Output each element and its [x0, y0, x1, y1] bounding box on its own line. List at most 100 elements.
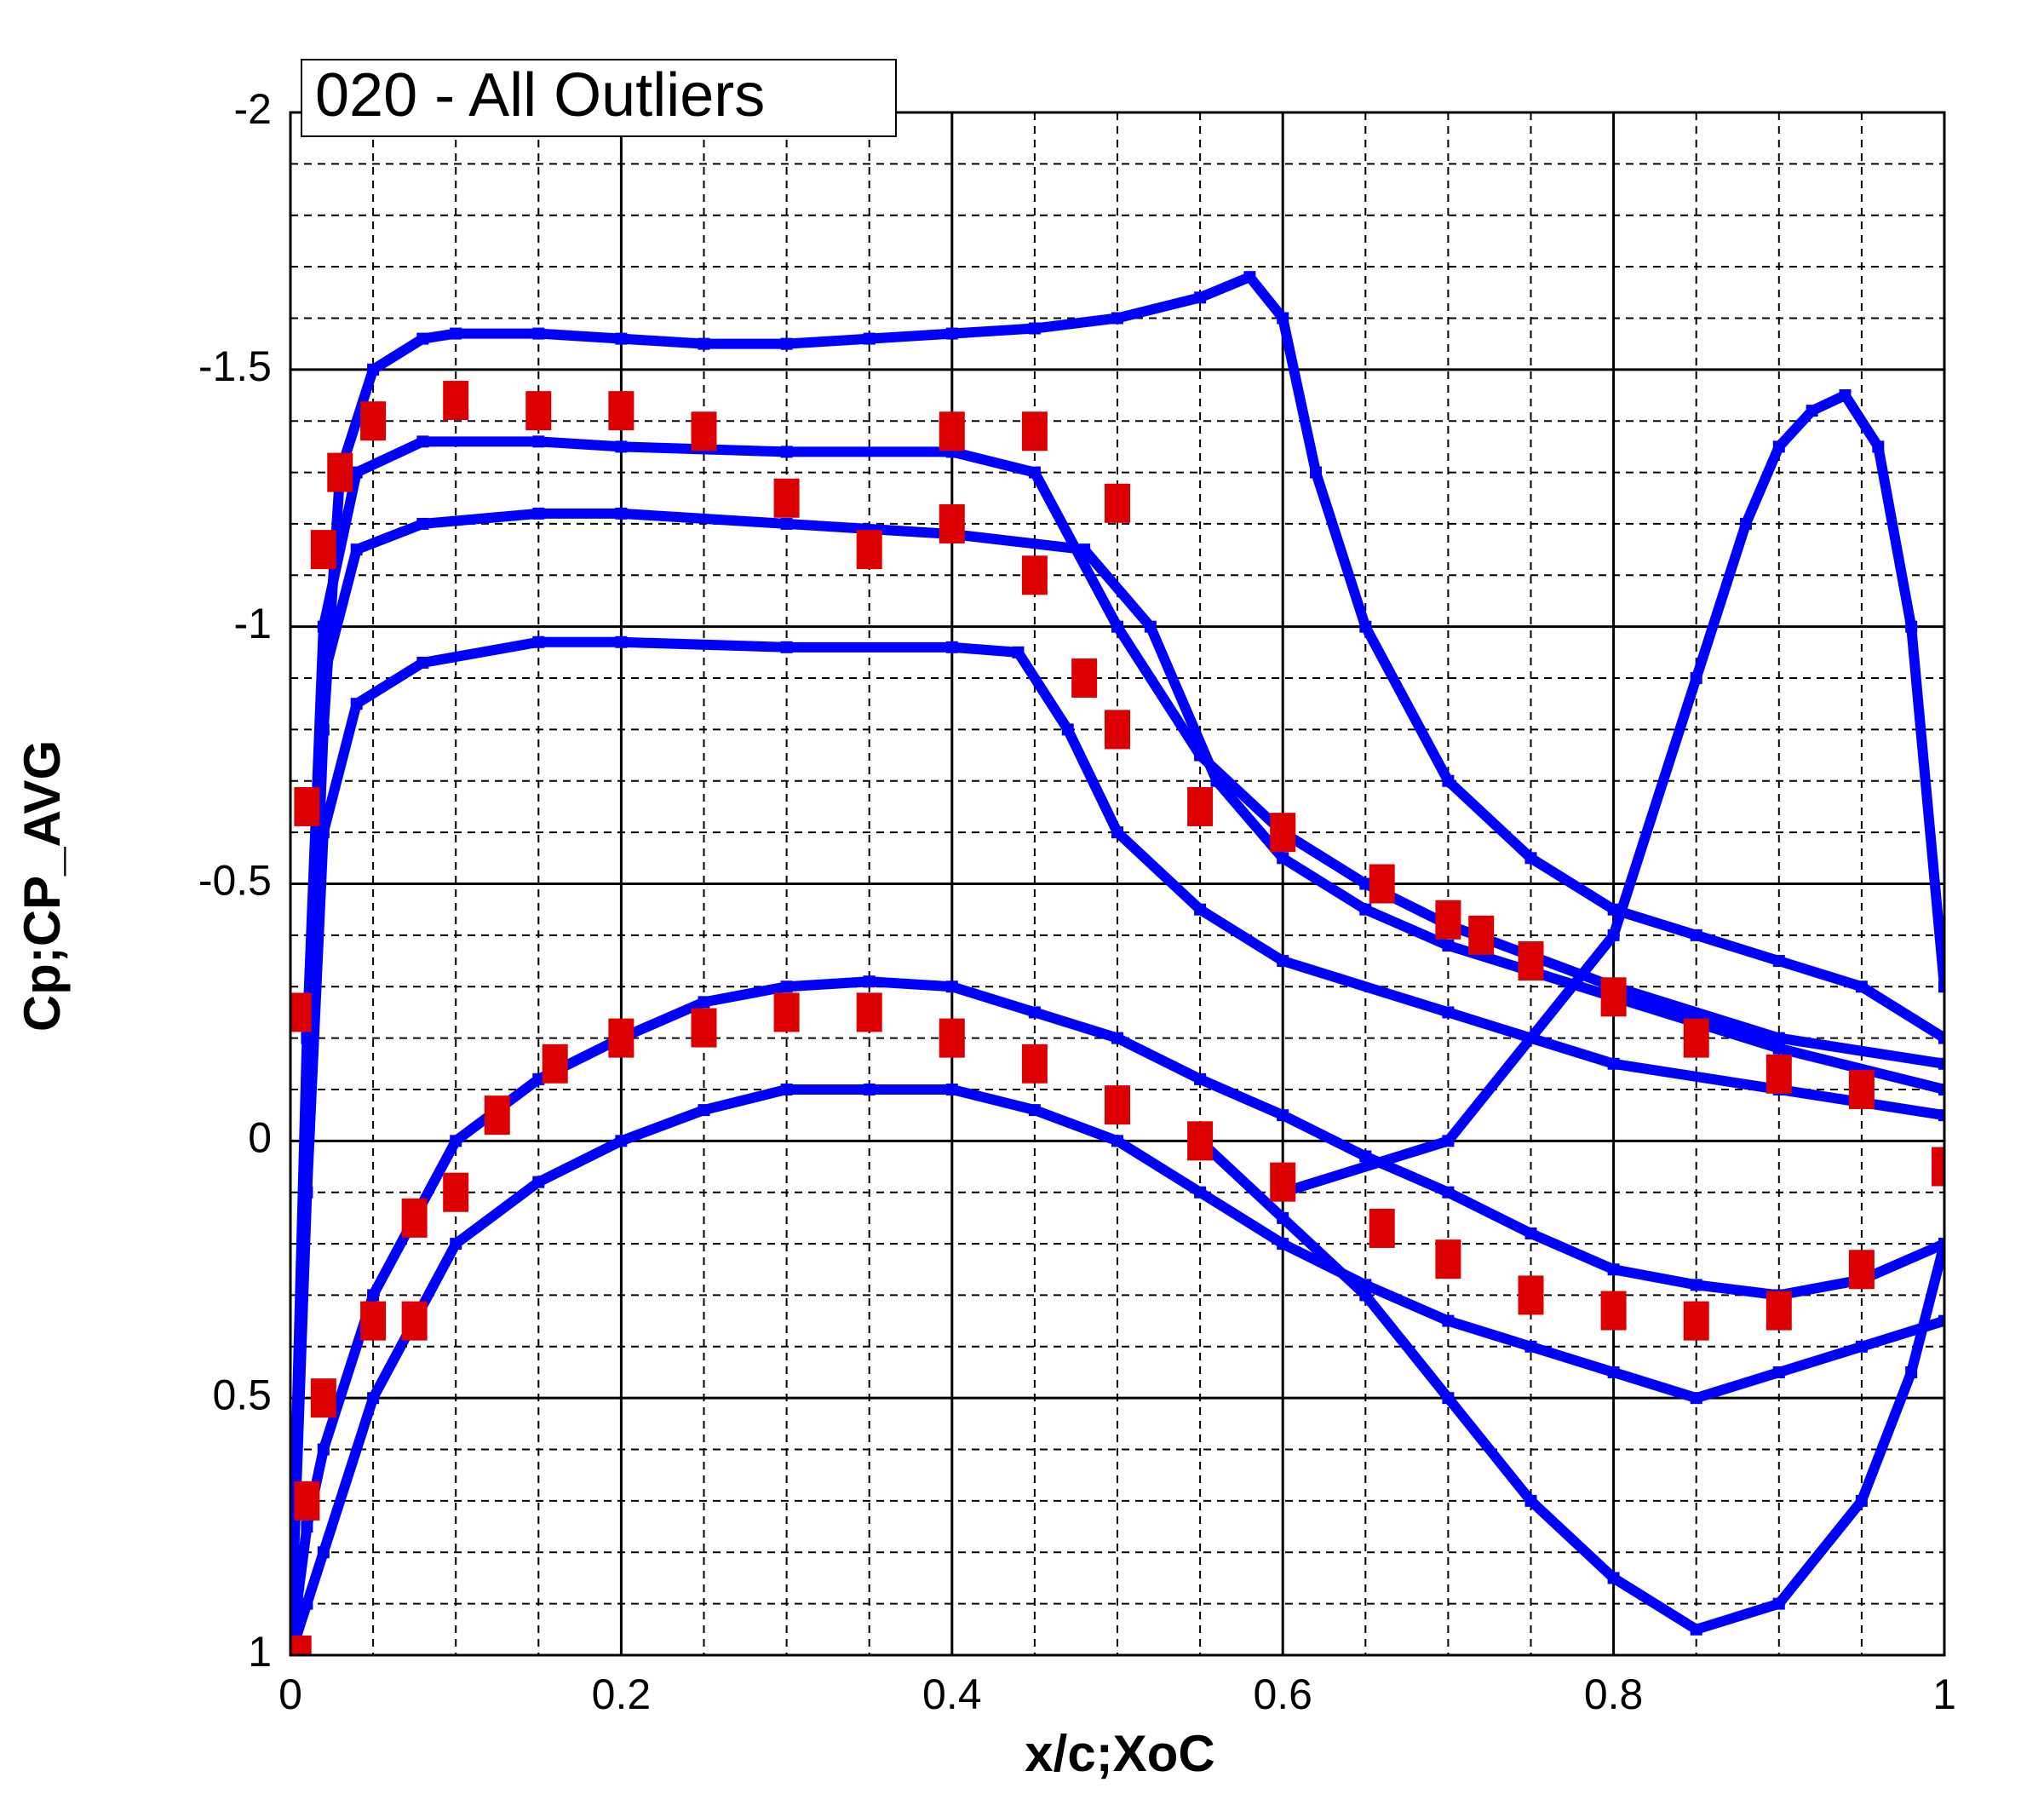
point-marker — [1772, 955, 1785, 968]
outlier-marker — [443, 381, 469, 421]
point-marker — [1210, 774, 1223, 787]
series-line — [1197, 1136, 1944, 1635]
point-marker — [1277, 1211, 1289, 1224]
plot-area — [290, 271, 1944, 1655]
outlier-marker — [1683, 1301, 1709, 1341]
point-marker — [1839, 389, 1852, 402]
point-marker — [1111, 312, 1123, 325]
outlier-marker — [294, 786, 320, 826]
point-marker — [1243, 271, 1256, 284]
point-marker — [1607, 929, 1620, 941]
point-marker — [1772, 1366, 1785, 1378]
outlier-marker — [290, 1636, 312, 1655]
outlier-marker — [1369, 1208, 1395, 1248]
outlier-marker — [1021, 555, 1048, 595]
outlier-marker — [401, 1301, 428, 1341]
point-marker — [1772, 1032, 1785, 1044]
point-marker — [1078, 543, 1091, 556]
point-marker — [1938, 1032, 1944, 1044]
x-axis-label: x/c;XoC — [1025, 1725, 1214, 1782]
y-tick-label: -1 — [234, 600, 272, 647]
outlier-marker — [1600, 1291, 1627, 1331]
point-marker — [1194, 1186, 1207, 1199]
point-marker — [863, 975, 876, 988]
outlier-marker — [1518, 1275, 1544, 1315]
point-marker — [1061, 723, 1074, 736]
outlier-marker — [939, 1018, 965, 1058]
point-marker — [317, 1546, 330, 1559]
point-marker — [367, 1392, 380, 1405]
point-marker — [1442, 774, 1455, 787]
outlier-marker — [1518, 941, 1544, 981]
outlier-marker — [484, 1095, 510, 1136]
point-marker — [367, 1289, 380, 1302]
point-marker — [532, 1176, 545, 1188]
point-marker — [1855, 1494, 1868, 1507]
point-marker — [532, 327, 545, 340]
point-marker — [317, 826, 330, 839]
outlier-marker — [1071, 658, 1098, 699]
point-marker — [301, 1186, 313, 1199]
point-marker — [532, 1072, 545, 1085]
point-marker — [1442, 939, 1455, 952]
point-marker — [945, 980, 958, 993]
grid — [289, 111, 1946, 1657]
point-marker — [698, 996, 710, 1009]
point-marker — [780, 337, 793, 350]
chart-title: 020 - All Outliers — [315, 61, 765, 129]
outlier-marker — [542, 1044, 568, 1084]
point-marker — [1310, 466, 1323, 479]
point-marker — [1607, 1263, 1620, 1276]
point-marker — [1277, 955, 1289, 968]
point-marker — [1012, 646, 1025, 658]
point-marker — [1442, 1392, 1455, 1405]
x-tick-label: 0.4 — [922, 1670, 982, 1718]
point-marker — [1111, 620, 1123, 633]
y-tick-label: 0 — [248, 1114, 272, 1162]
point-marker — [945, 327, 958, 340]
point-marker — [1028, 322, 1041, 335]
point-marker — [1524, 1494, 1537, 1507]
outlier-marker — [327, 452, 353, 492]
point-marker — [1442, 1314, 1455, 1327]
outlier-marker — [1187, 1121, 1214, 1161]
point-marker — [1359, 620, 1372, 633]
title-box — [301, 59, 897, 137]
outlier-marker — [1600, 977, 1627, 1017]
point-marker — [1524, 852, 1537, 865]
outlier-marker — [290, 992, 312, 1032]
point-marker — [780, 1083, 793, 1095]
y-axis-label: Cp;CP_AVG — [14, 740, 71, 1032]
point-marker — [301, 1597, 313, 1610]
point-marker — [1690, 929, 1702, 941]
series-line — [290, 636, 1944, 1655]
outlier-marker — [1105, 1085, 1130, 1125]
point-marker — [1690, 1623, 1702, 1636]
point-marker — [350, 543, 363, 556]
point-marker — [698, 337, 710, 350]
tick-labels: 0 0.2 0.4 0.6 0.8 1 -2 -1.5 -1 -0.5 0 0.5 1 — [198, 85, 1956, 1718]
point-marker — [450, 327, 462, 340]
x-tick-label: 0.2 — [592, 1670, 652, 1718]
point-marker — [1277, 1238, 1289, 1251]
y-tick-label: 1 — [248, 1628, 272, 1676]
point-marker — [945, 641, 958, 653]
point-marker — [1739, 517, 1752, 530]
point-marker — [1938, 1238, 1944, 1251]
point-marker — [1359, 1289, 1372, 1302]
point-marker — [1028, 1104, 1041, 1117]
point-marker — [863, 332, 876, 345]
point-marker — [1028, 466, 1041, 479]
outlier-marker — [1187, 786, 1214, 826]
outlier-marker — [401, 1198, 428, 1238]
point-marker — [317, 672, 330, 685]
point-marker — [1359, 877, 1372, 890]
outlier-marker — [1435, 900, 1461, 940]
outlier-marker — [1021, 411, 1048, 451]
point-marker — [1111, 1032, 1123, 1044]
point-marker — [301, 1521, 313, 1533]
point-marker — [532, 635, 545, 648]
point-marker — [317, 620, 330, 633]
point-marker — [1938, 1109, 1944, 1122]
point-marker — [1277, 852, 1289, 865]
